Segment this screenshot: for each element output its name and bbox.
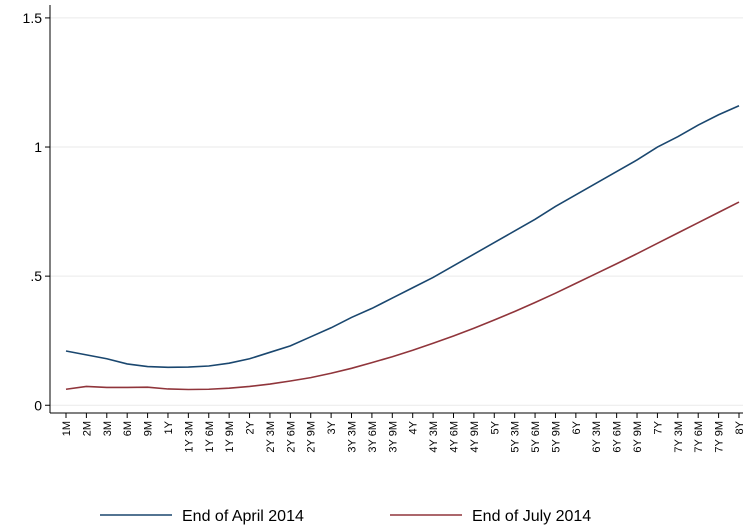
legend-label: End of April 2014 [182, 508, 304, 525]
x-tick-label: 7Y 6M [693, 421, 705, 453]
x-tick-label: 7Y 9M [714, 421, 726, 453]
x-tick-label: 7Y [652, 420, 664, 434]
x-tick-label: 5Y 9M [550, 421, 562, 453]
x-tick-label: 3M [102, 421, 114, 436]
x-tick-label: 5Y 3M [510, 421, 522, 453]
x-tick-label: 8Y [734, 420, 743, 434]
legend-label: End of July 2014 [472, 508, 591, 525]
x-tick-label: 3Y [326, 420, 338, 434]
x-tick-label: 6Y 3M [591, 421, 603, 453]
x-tick-label: 4Y [408, 420, 420, 434]
x-tick-label: 2Y 3M [265, 421, 277, 453]
x-tick-label: 6M [122, 421, 134, 436]
x-tick-label: 1Y 6M [204, 421, 216, 453]
x-tick-label: 4Y 3M [428, 421, 440, 453]
x-tick-label: 6Y 9M [632, 421, 644, 453]
x-tick-label: 3Y 9M [387, 421, 399, 453]
x-tick-label: 2Y [245, 420, 257, 434]
x-tick-label: 6Y [571, 420, 583, 434]
x-tick-label: 2M [81, 421, 93, 436]
x-tick-label: 2Y 6M [285, 421, 297, 453]
x-tick-label: 6Y 6M [612, 421, 624, 453]
x-tick-label: 1Y 9M [224, 421, 236, 453]
y-tick-label: 0 [34, 397, 42, 413]
y-tick-label: .5 [30, 268, 42, 284]
series-line [65, 201, 740, 391]
y-tick-label: 1 [34, 139, 42, 155]
x-tick-label: 5Y [489, 420, 501, 434]
y-tick-label: 1.5 [23, 10, 43, 26]
series-line [65, 104, 740, 369]
x-tick-label: 5Y 6M [530, 421, 542, 453]
x-tick-label: 2Y 9M [306, 421, 318, 453]
x-tick-label: 1Y 3M [183, 421, 195, 453]
x-tick-label: 7Y 3M [673, 421, 685, 453]
x-tick-label: 3Y 3M [347, 421, 359, 453]
x-tick-label: 9M [143, 421, 155, 436]
x-tick-label: 1M [61, 421, 73, 436]
x-tick-label: 4Y 6M [448, 421, 460, 453]
x-tick-label: 3Y 6M [367, 421, 379, 453]
x-tick-label: 4Y 9M [469, 421, 481, 453]
x-tick-label: 1Y [163, 420, 175, 434]
